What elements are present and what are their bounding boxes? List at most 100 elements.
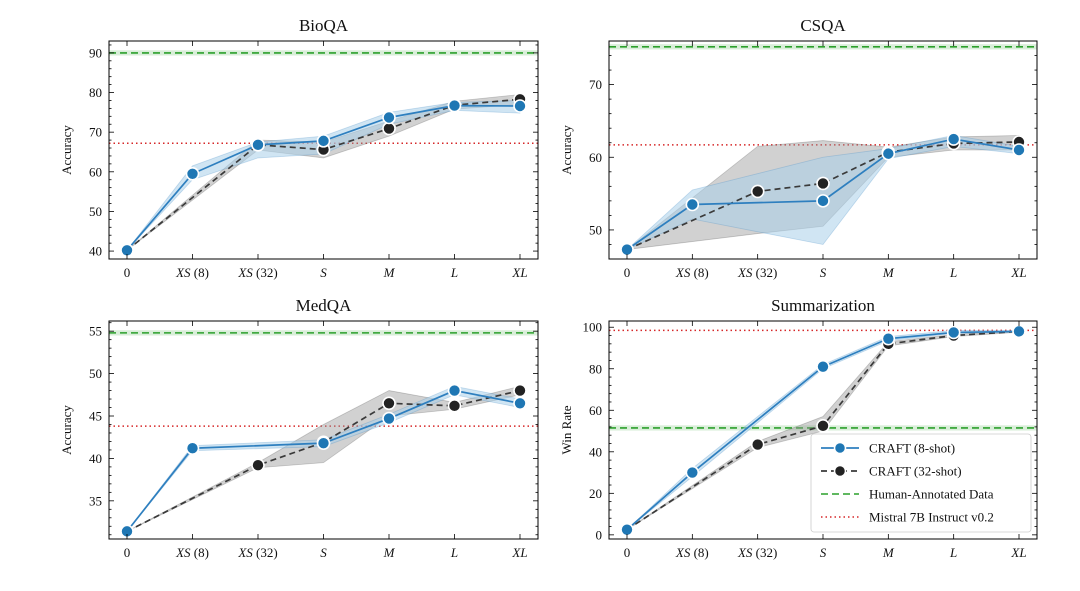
craft-32shot-point xyxy=(816,419,830,433)
x-tick-label: XS (8) xyxy=(175,265,209,280)
y-tick-label: 70 xyxy=(589,77,602,92)
craft-8shot-line xyxy=(626,330,1020,531)
craft-8shot-point xyxy=(946,325,961,340)
x-tick-label: M xyxy=(882,545,895,560)
y-axis-label: Win Rate xyxy=(559,405,574,454)
legend-label: Human-Annotated Data xyxy=(869,487,994,502)
plot-area xyxy=(109,330,538,539)
y-tick-label: 0 xyxy=(596,527,603,542)
craft-8shot-point xyxy=(185,166,200,181)
craft-8shot-point xyxy=(382,411,396,426)
craft-8shot-point xyxy=(685,465,700,480)
craft-8shot-point xyxy=(620,522,634,537)
x-tick-label: XS (32) xyxy=(737,545,777,560)
panel-title: Summarization xyxy=(771,296,875,315)
y-tick-label: 100 xyxy=(583,320,603,335)
y-axis-label: Accuracy xyxy=(59,125,74,175)
legend-label: Mistral 7B Instruct v0.2 xyxy=(869,510,994,525)
craft-8shot-line xyxy=(126,389,521,532)
y-tick-label: 80 xyxy=(589,361,602,376)
craft-8shot-point xyxy=(513,99,527,113)
x-tick-label: M xyxy=(882,265,895,280)
y-tick-label: 60 xyxy=(89,164,102,179)
x-tick-label: XS (32) xyxy=(237,265,277,280)
x-tick-label: M xyxy=(383,545,396,560)
y-tick-label: 40 xyxy=(89,451,102,466)
legend-craft8-marker xyxy=(833,441,847,455)
y-tick-label: 35 xyxy=(89,493,102,508)
panel-medqa: MedQA Accuracy 35 40 45 50 55 0 XS (8) XS (32) S M L… xyxy=(59,296,539,560)
y-tick-label: 20 xyxy=(589,486,602,501)
x-tick-label: XL xyxy=(511,545,527,560)
craft-8shot-point xyxy=(316,436,331,450)
x-tick-label: S xyxy=(820,545,827,560)
x-tick-label: L xyxy=(450,265,458,280)
panel-title: CSQA xyxy=(800,16,846,35)
craft-8shot-point xyxy=(447,383,462,398)
y-tick-label: 40 xyxy=(89,244,102,259)
legend-label: CRAFT (8-shot) xyxy=(869,441,955,456)
y-tick-label: 50 xyxy=(589,222,602,237)
craft-8shot-point xyxy=(251,138,265,152)
x-tick-label: S xyxy=(320,265,327,280)
x-tick-label: 0 xyxy=(124,545,131,560)
craft-8shot-point xyxy=(1012,324,1026,339)
panel-title: MedQA xyxy=(296,296,352,315)
x-tick-label: S xyxy=(320,545,327,560)
craft-32shot-line xyxy=(626,141,1020,251)
craft-8shot-point xyxy=(881,331,896,346)
x-tick-label: XL xyxy=(1010,545,1026,560)
plot-area xyxy=(109,50,538,258)
craft-8shot-point xyxy=(946,132,961,146)
x-tick-label: XS (8) xyxy=(675,545,709,560)
craft-32shot-line xyxy=(626,330,1020,531)
craft-32shot-point xyxy=(382,121,396,136)
craft-8shot-point xyxy=(447,98,462,113)
panel-csqa: CSQA Accuracy 50 60 70 0 XS (8) XS (32) S M L XL xyxy=(559,16,1038,280)
craft-8shot-point xyxy=(620,242,634,257)
x-tick-label: L xyxy=(450,545,458,560)
craft-8shot-point xyxy=(816,194,830,208)
craft-32shot-point xyxy=(816,176,830,191)
craft-32shot-line xyxy=(126,389,521,533)
legend-craft32-marker xyxy=(833,464,847,478)
x-tick-label: L xyxy=(949,545,957,560)
x-tick-label: S xyxy=(820,265,827,280)
panel-bioqa: BioQA Accuracy 40 50 60 70 80 90 0 XS (8) XS (32) S… xyxy=(59,16,539,280)
craft-32shot-point xyxy=(447,399,462,413)
craft-8shot-point xyxy=(185,441,200,456)
craft-8shot-point xyxy=(816,359,830,374)
craft-8shot-point xyxy=(382,110,396,125)
x-tick-label: M xyxy=(383,265,396,280)
plot-area xyxy=(609,44,1037,257)
y-axis-label: Accuracy xyxy=(59,405,74,455)
x-tick-label: XS (8) xyxy=(675,265,709,280)
craft-32shot-line xyxy=(126,98,521,251)
craft-8shot-point xyxy=(513,396,527,411)
y-tick-label: 80 xyxy=(89,85,102,100)
craft-8shot-point xyxy=(1012,143,1026,157)
x-tick-label: XS (32) xyxy=(737,265,777,280)
craft-8shot-point xyxy=(881,146,896,161)
y-tick-label: 60 xyxy=(589,403,602,418)
y-tick-label: 55 xyxy=(89,324,102,339)
y-tick-label: 50 xyxy=(89,204,102,219)
craft-32shot-point xyxy=(750,437,765,452)
panel-title: BioQA xyxy=(299,16,349,35)
plot-area xyxy=(609,324,1037,537)
x-tick-label: L xyxy=(949,265,957,280)
x-tick-label: XS (8) xyxy=(175,545,209,560)
y-axis-label: Accuracy xyxy=(559,125,574,175)
x-tick-label: 0 xyxy=(624,265,631,280)
y-tick-label: 50 xyxy=(89,366,102,381)
craft-8shot-line xyxy=(626,138,1020,251)
legend-box xyxy=(810,433,1032,533)
legend-label: CRAFT (32-shot) xyxy=(869,464,962,479)
y-tick-label: 60 xyxy=(589,150,602,165)
craft-8shot-point xyxy=(685,197,700,212)
panel-summarization: Summarization Win Rate 0 20 40 60 80 100 0 XS (8)… xyxy=(559,296,1038,560)
x-tick-label: XL xyxy=(511,265,527,280)
y-tick-label: 90 xyxy=(89,45,102,60)
craft-32shot-point xyxy=(750,184,765,199)
